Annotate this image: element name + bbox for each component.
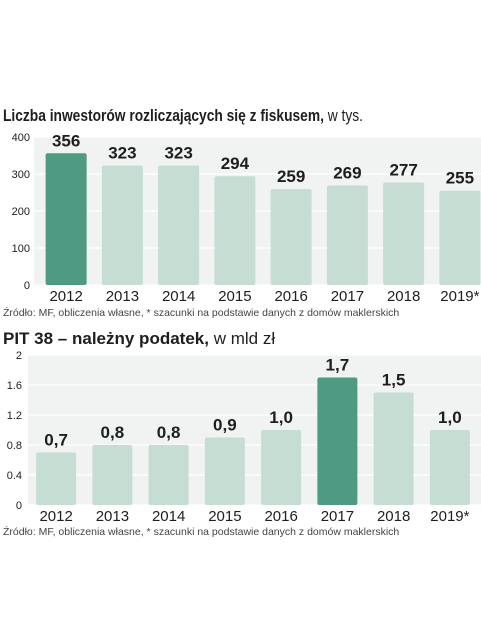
chart-pit38-source-note: Źródło: MF, obliczenia własne, * szacunk… xyxy=(3,525,399,538)
chart-pit38-bar-2018 xyxy=(373,392,414,505)
chart-investors-bar-2018 xyxy=(383,182,425,285)
chart-pit38-x-tick-label: 2014 xyxy=(152,508,185,525)
chart-pit38-x-tick-label: 2016 xyxy=(264,508,297,525)
chart-pit38-x-tick-label: 2012 xyxy=(39,508,72,525)
chart-pit38-y-tick-label: 0.4 xyxy=(7,470,22,482)
chart-investors-bar-2015 xyxy=(214,176,256,285)
chart-pit38-bar-2015 xyxy=(204,437,245,505)
chart-pit38-y-tick-label: 0.8 xyxy=(7,440,22,452)
chart-pit38-value-label: 0,9 xyxy=(213,416,237,435)
chart-pit38-value-label: 1,0 xyxy=(438,408,462,427)
chart-investors-title-unit: w tys. xyxy=(327,106,363,125)
chart-pit38-value-label: 1,0 xyxy=(269,408,293,427)
chart-investors-value-label: 259 xyxy=(277,167,305,186)
chart-investors-y-tick-label: 300 xyxy=(12,169,30,181)
chart-investors-bar-2019* xyxy=(439,190,481,285)
chart-pit38-y-tick-label: 0 xyxy=(16,500,22,512)
chart-investors-y-tick-label: 100 xyxy=(12,243,30,255)
chart-investors-value-label: 294 xyxy=(221,154,250,173)
chart-investors-x-tick-label: 2019* xyxy=(440,288,479,305)
chart-pit38-y-tick-label: 1.2 xyxy=(7,410,22,422)
chart-investors-x-tick-label: 2015 xyxy=(218,288,251,305)
chart-investors-value-label: 269 xyxy=(333,163,361,182)
chart-investors-value-label: 277 xyxy=(389,161,417,180)
chart-investors-x-tick-label: 2018 xyxy=(387,288,420,305)
chart-investors-y-tick-label: 400 xyxy=(12,132,30,144)
chart-investors-x-tick-label: 2014 xyxy=(162,288,195,305)
chart-pit38-bar-2014 xyxy=(148,445,189,505)
chart-pit38-bar-2012 xyxy=(36,452,77,505)
chart-pit38-value-label: 0,7 xyxy=(44,431,68,450)
chart-pit38-bar-2019* xyxy=(429,430,470,505)
chart-pit38-title-main: PIT 38 – należny podatek, xyxy=(3,329,209,348)
chart-investors-y-tick-label: 200 xyxy=(12,206,30,218)
chart-investors-y-tick-label: 0 xyxy=(24,280,30,292)
chart-pit38-title: PIT 38 – należny podatek, w mld zł xyxy=(3,329,275,348)
chart-pit38-bar-2017 xyxy=(317,377,358,505)
chart-investors-x-tick-label: 2012 xyxy=(49,288,82,305)
chart-investors-bar-2012 xyxy=(45,153,87,285)
chart-pit38-value-label: 0,8 xyxy=(157,423,181,442)
chart-investors-value-label: 255 xyxy=(446,169,474,188)
chart-pit38-x-tick-label: 2019* xyxy=(430,508,469,525)
chart-investors: Liczba inwestorów rozliczających się z f… xyxy=(3,106,481,319)
chart-pit38-value-label: 1,7 xyxy=(326,356,350,375)
chart-pit38-bar-2016 xyxy=(261,430,302,505)
chart-investors-value-label: 323 xyxy=(108,143,136,162)
chart-pit38-value-label: 1,5 xyxy=(382,371,406,390)
chart-pit38-x-tick-label: 2017 xyxy=(321,508,354,525)
chart-pit38-x-tick-label: 2018 xyxy=(377,508,410,525)
chart-pit38-y-tick-label: 2 xyxy=(16,350,22,362)
chart-pit38-y-tick-label: 1.6 xyxy=(7,380,22,392)
chart-pit38-bar-2013 xyxy=(92,445,133,505)
chart-investors-title: Liczba inwestorów rozliczających się z f… xyxy=(3,106,363,125)
chart-investors-bar-2013 xyxy=(101,165,143,285)
chart-pit38-x-tick-label: 2013 xyxy=(96,508,129,525)
chart-pit38: PIT 38 – należny podatek, w mld zł 0 0.4 0… xyxy=(3,329,481,538)
chart-investors-x-tick-label: 2013 xyxy=(106,288,139,305)
chart-investors-value-label: 356 xyxy=(52,131,80,150)
chart-investors-bar-2017 xyxy=(326,185,368,285)
chart-investors-value-label: 323 xyxy=(164,143,192,162)
chart-investors-x-tick-label: 2016 xyxy=(274,288,307,305)
chart-pit38-x-tick-label: 2015 xyxy=(208,508,241,525)
chart-investors-source-note: Źródło: MF, obliczenia własne, * szacunk… xyxy=(3,306,399,319)
chart-investors-bar-2014 xyxy=(158,165,200,285)
chart-pit38-value-label: 0,8 xyxy=(101,423,125,442)
chart-investors-bar-2016 xyxy=(270,189,312,285)
chart-investors-title-main: Liczba inwestorów rozliczających się z f… xyxy=(3,106,324,125)
chart-pit38-title-unit: w mld zł xyxy=(213,329,276,348)
chart-investors-x-tick-label: 2017 xyxy=(331,288,364,305)
